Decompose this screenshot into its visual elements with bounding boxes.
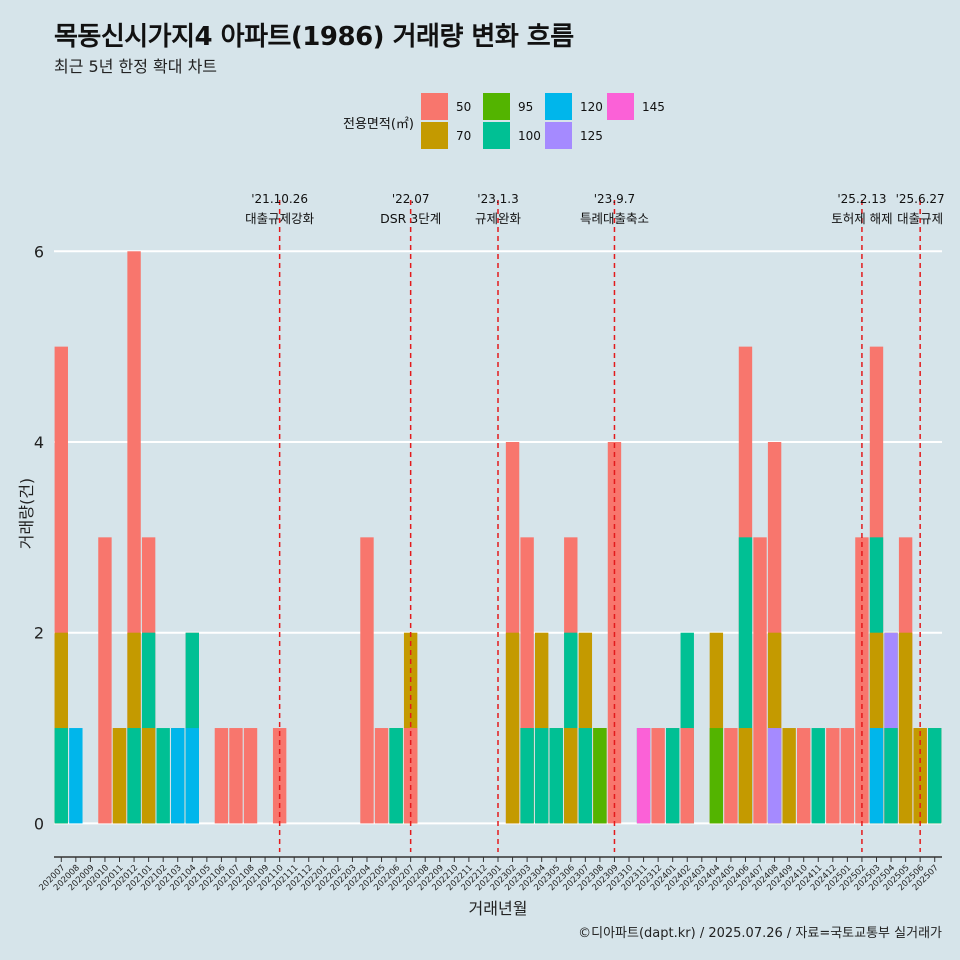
event-date-3: '23.9.7 (594, 192, 635, 206)
legend-label-100: 100 (518, 129, 541, 143)
legend-swatch-95 (483, 93, 510, 120)
legend-swatch-70 (421, 122, 448, 149)
bar-202305-100 (549, 728, 563, 824)
event-date-0: '21.10.26 (251, 192, 308, 206)
bar-202306-70 (564, 728, 578, 824)
chart-title: 목동신시가지4 아파트(1986) 거래량 변화 흐름 (54, 22, 574, 52)
bar-202104-120 (185, 728, 199, 824)
bar-202505-70 (898, 632, 913, 824)
y-tick-label-6: 6 (34, 242, 44, 261)
bar-202108-50 (243, 728, 258, 824)
bar-202205-50 (374, 728, 389, 824)
bar-202409-70 (782, 728, 796, 824)
bar-202503-120 (869, 728, 884, 824)
legend-swatch-100 (483, 122, 510, 149)
event-date-4: '25.2.13 (837, 192, 886, 206)
bar-202406-70 (738, 728, 753, 824)
bar-202506-70 (913, 728, 927, 824)
bar-202010-50 (98, 537, 112, 824)
bar-202410-50 (797, 728, 811, 824)
event-label-3: 특례대출축소 (580, 211, 649, 226)
bar-202507-100 (928, 728, 942, 824)
bar-202411-100 (811, 728, 825, 824)
x-axis-title: 거래년월 (469, 899, 528, 918)
legend-swatch-50 (421, 93, 448, 120)
y-tick-label-4: 4 (34, 433, 44, 452)
event-label-1: DSR 3단계 (380, 211, 441, 226)
chart-subtitle: 최근 5년 한정 확대 차트 (54, 57, 218, 76)
event-date-5: '25.6.27 (896, 192, 945, 206)
bar-202307-100 (578, 728, 593, 824)
source-caption: ©디아파트(dapt.kr) / 2025.07.26 / 자료=국토교통부 실… (578, 926, 942, 941)
bar-202103-120 (171, 728, 185, 824)
bar-202012-100 (127, 728, 141, 824)
event-label-0: 대출규제강화 (245, 211, 315, 226)
event-date-1: '22.07 (392, 192, 430, 206)
bar-202312-50 (651, 728, 665, 824)
bar-202007-100 (54, 728, 68, 824)
bar-202206-100 (389, 728, 403, 824)
legend-swatch-145 (607, 93, 634, 120)
bar-202008-120 (69, 728, 83, 824)
legend-swatch-120 (545, 93, 572, 120)
legend-label-95: 95 (518, 100, 533, 114)
bar-202207-50 (403, 728, 418, 824)
bar-202308-95 (593, 728, 607, 824)
legend-label-120: 120 (580, 100, 603, 114)
bar-202412-50 (826, 728, 840, 824)
event-date-2: '23.1.3 (477, 192, 518, 206)
bar-202304-100 (534, 728, 549, 824)
bar-202407-50 (753, 537, 767, 824)
y-axis-title: 거래량(건) (17, 478, 36, 549)
event-label-5: 대출규제 (897, 211, 943, 226)
bar-202404-95 (709, 728, 724, 824)
legend-label-125: 125 (580, 129, 603, 143)
bar-202501-50 (840, 728, 855, 824)
legend-title: 전용면적(㎡) (343, 117, 414, 132)
bar-202303-100 (520, 728, 534, 824)
event-label-2: 규제완화 (475, 211, 522, 226)
legend-label-70: 70 (456, 129, 471, 143)
bar-202402-50 (680, 728, 694, 824)
y-tick-label-0: 0 (34, 814, 44, 833)
y-tick-label-2: 2 (34, 624, 44, 643)
bar-202102-100 (156, 728, 170, 824)
legend-swatch-125 (545, 122, 572, 149)
bar-202405-50 (724, 728, 738, 824)
bar-202504-100 (884, 728, 898, 824)
bar-202106-50 (214, 728, 229, 824)
bar-202107-50 (229, 728, 243, 824)
bar-202302-70 (505, 632, 520, 824)
event-label-4: 토허제 해제 (831, 211, 892, 226)
legend-label-145: 145 (642, 100, 665, 114)
legend-label-50: 50 (456, 100, 471, 114)
bar-202401-100 (665, 728, 680, 824)
bar-202408-125 (767, 728, 782, 824)
bar-202204-50 (360, 537, 374, 824)
bar-202101-70 (141, 728, 156, 824)
bar-202110-50 (272, 728, 287, 824)
bar-202011-70 (112, 728, 127, 824)
bar-202311-145 (636, 728, 651, 824)
